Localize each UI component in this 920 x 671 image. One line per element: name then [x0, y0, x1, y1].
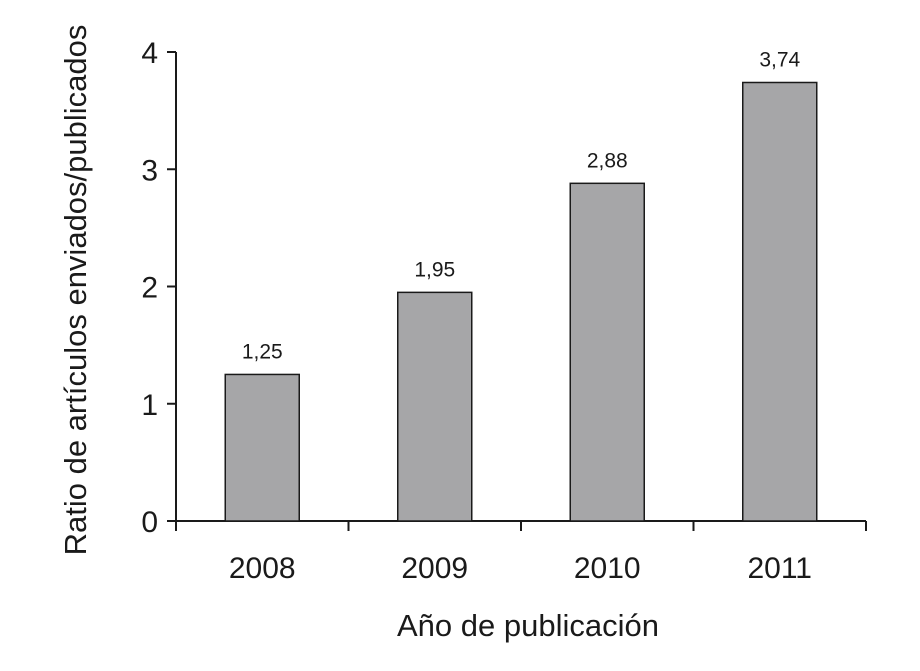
y-axis-title: Ratio de artículos enviados/publicados	[58, 25, 93, 556]
x-tick-label-2009: 2009	[401, 552, 468, 585]
x-tick-label-2011: 2011	[747, 552, 812, 585]
y-tick-label: 4	[141, 37, 158, 70]
x-tick-label-2010: 2010	[574, 552, 641, 585]
bars	[224, 81, 818, 522]
data-label-2009: 1,95	[414, 258, 455, 281]
labels: 0 1 2 3 4 1,25 2008 1,95 2009 2,88 2010 3,74 2011	[141, 37, 812, 585]
bar-2010	[569, 182, 645, 522]
data-label-2008: 1,25	[242, 340, 283, 363]
x-axis-title: Año de publicación	[397, 608, 659, 643]
data-label-2011: 3,74	[759, 48, 800, 71]
bar-2008	[224, 373, 300, 522]
data-label-2010: 2,88	[587, 149, 628, 172]
y-tick-label: 1	[141, 389, 158, 422]
y-tick-label: 0	[141, 506, 158, 539]
bar-2011	[742, 81, 818, 522]
y-tick-label: 3	[141, 154, 158, 187]
bar-2009	[397, 291, 473, 522]
x-tick-label-2008: 2008	[229, 552, 296, 585]
y-tick-label: 2	[141, 272, 158, 305]
